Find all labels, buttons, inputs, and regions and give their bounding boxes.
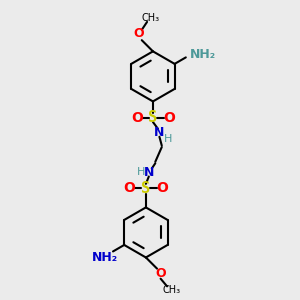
Text: H: H	[164, 134, 172, 144]
Text: N: N	[154, 126, 165, 139]
Text: NH₂: NH₂	[190, 48, 216, 61]
Text: O: O	[133, 27, 143, 40]
Text: NH₂: NH₂	[92, 251, 118, 264]
Text: CH₃: CH₃	[163, 285, 181, 296]
Text: S: S	[141, 181, 150, 196]
Text: CH₃: CH₃	[142, 13, 160, 23]
Text: O: O	[131, 111, 143, 124]
Text: S: S	[148, 110, 158, 125]
Text: H: H	[136, 167, 145, 177]
Text: O: O	[155, 267, 166, 280]
Text: N: N	[144, 166, 154, 178]
Text: O: O	[163, 111, 175, 124]
Text: O: O	[156, 181, 168, 195]
Text: O: O	[124, 181, 136, 195]
